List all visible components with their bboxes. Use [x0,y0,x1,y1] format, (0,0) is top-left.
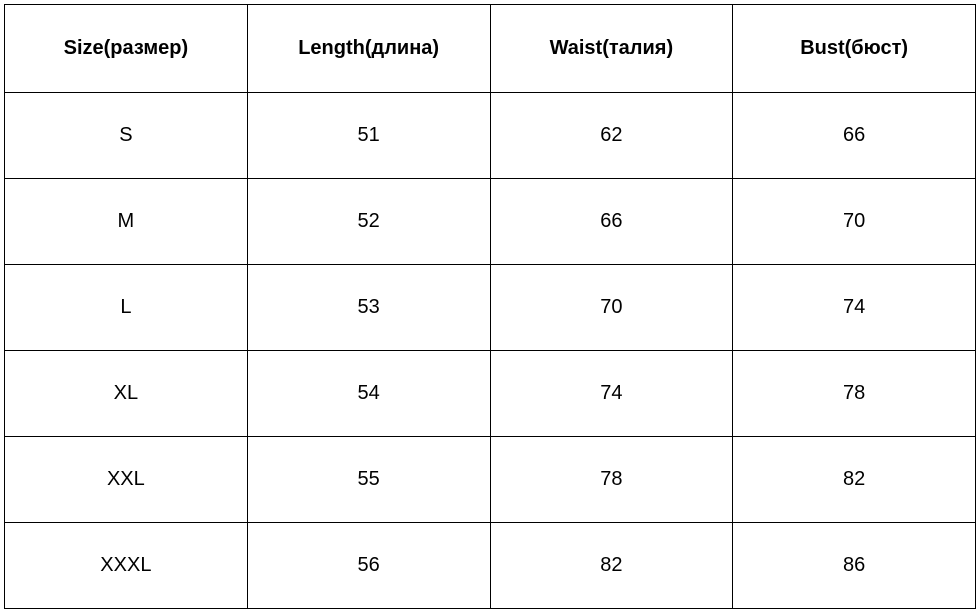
cell-length: 53 [247,265,490,351]
cell-length: 54 [247,351,490,437]
col-header-size: Size(размер) [5,5,248,93]
cell-bust: 70 [733,179,976,265]
size-chart-table: Size(размер) Length(длина) Waist(талия) … [4,4,976,609]
cell-length: 52 [247,179,490,265]
table-row: XXXL 56 82 86 [5,523,976,609]
col-header-waist: Waist(талия) [490,5,733,93]
cell-waist: 66 [490,179,733,265]
table-row: XXL 55 78 82 [5,437,976,523]
table-header-row: Size(размер) Length(длина) Waist(талия) … [5,5,976,93]
cell-length: 55 [247,437,490,523]
cell-waist: 62 [490,93,733,179]
cell-size: XXL [5,437,248,523]
cell-bust: 82 [733,437,976,523]
cell-bust: 66 [733,93,976,179]
cell-waist: 82 [490,523,733,609]
table-row: S 51 62 66 [5,93,976,179]
col-header-bust: Bust(бюст) [733,5,976,93]
cell-size: XL [5,351,248,437]
cell-size: M [5,179,248,265]
cell-size: S [5,93,248,179]
cell-length: 56 [247,523,490,609]
size-chart-container: Size(размер) Length(длина) Waist(талия) … [0,0,980,607]
cell-waist: 70 [490,265,733,351]
cell-bust: 78 [733,351,976,437]
table-row: L 53 70 74 [5,265,976,351]
table-row: XL 54 74 78 [5,351,976,437]
cell-waist: 74 [490,351,733,437]
col-header-length: Length(длина) [247,5,490,93]
cell-size: XXXL [5,523,248,609]
cell-size: L [5,265,248,351]
cell-bust: 86 [733,523,976,609]
table-row: M 52 66 70 [5,179,976,265]
cell-bust: 74 [733,265,976,351]
cell-waist: 78 [490,437,733,523]
cell-length: 51 [247,93,490,179]
